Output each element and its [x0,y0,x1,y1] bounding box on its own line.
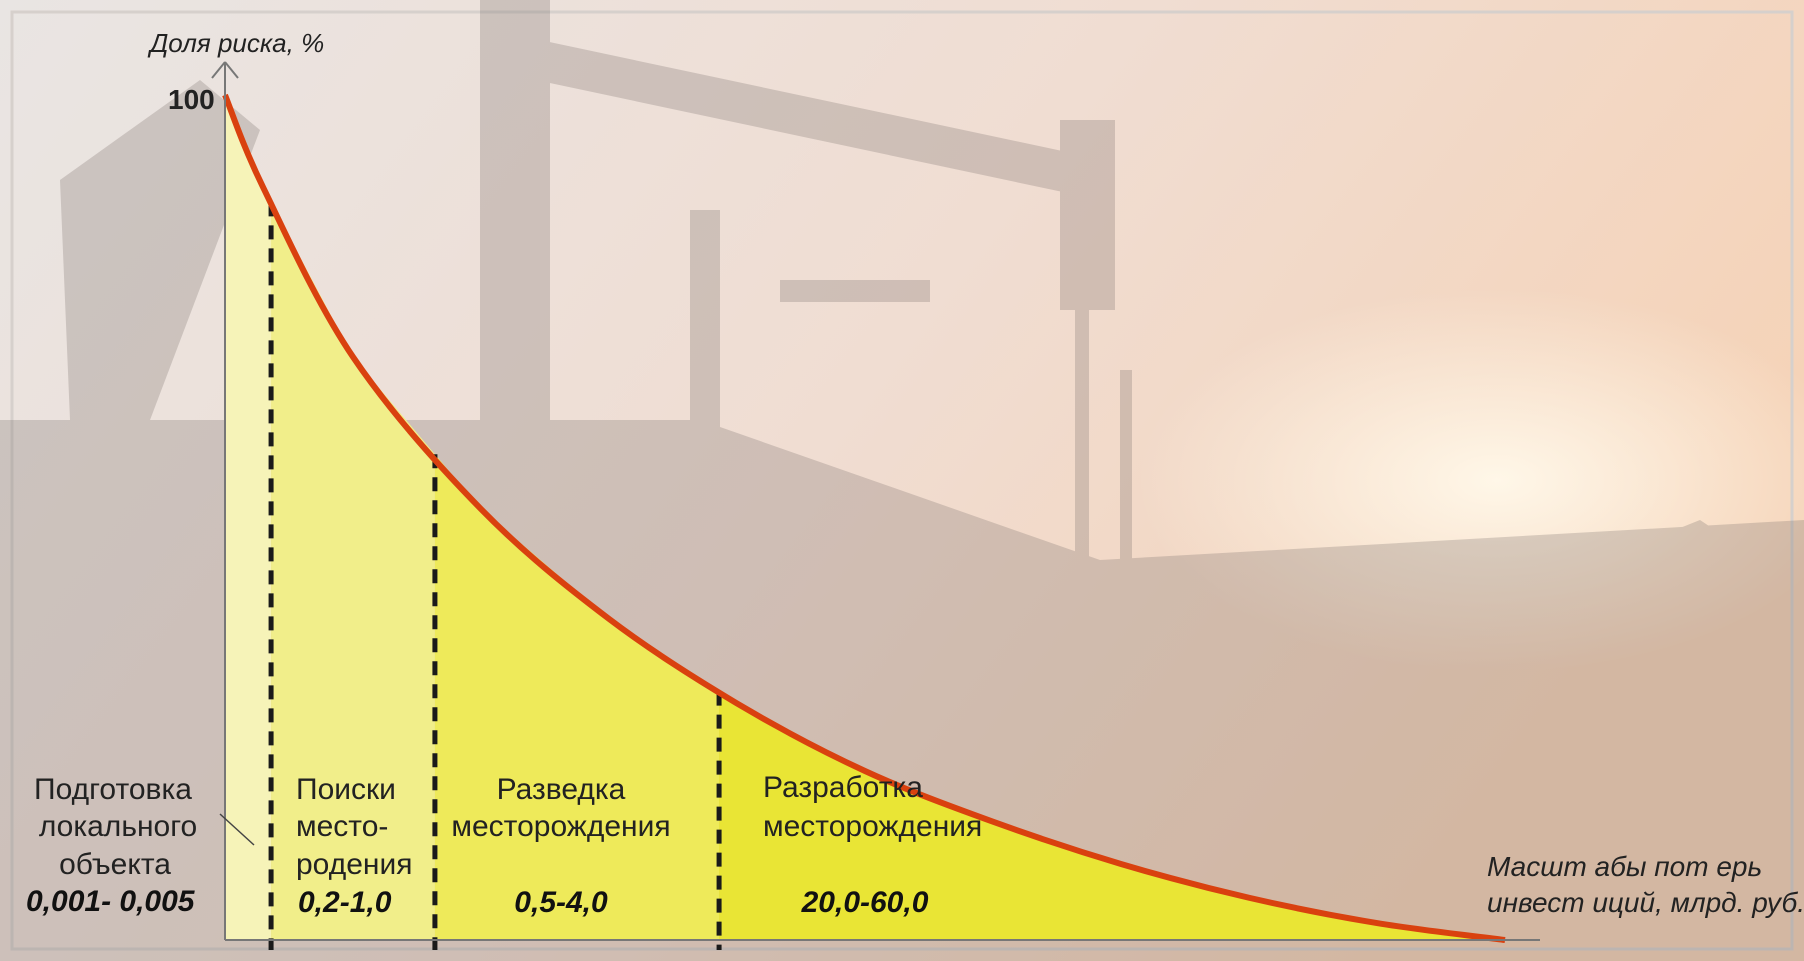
stage-4-label-line1: Разработка [763,771,923,804]
stage-2-label-line3: родения [296,848,412,881]
x-axis-title-line1: Масшт абы пот ерь [1487,851,1762,882]
first-stage-leader [219,813,255,846]
stage-1-label-line3: объекта [59,848,171,881]
stage-3-label-line2: месторождения [451,810,670,843]
stage-2-label-line1: Поиски [296,773,396,806]
y-axis-arrow-right [224,61,239,79]
y-axis-arrow-left [211,61,226,79]
stage-3-range: 0,5-4,0 [514,886,608,919]
stage-3-label-line1: Разведка [497,773,626,806]
stage-4-range: 20,0-60,0 [801,886,929,919]
stage-regions [225,95,1505,940]
y-tick-100: 100 [168,84,215,115]
stage-dividers [268,202,722,950]
stage-region-1 [225,95,272,940]
stage-1-range: 0,001- 0,005 [26,885,196,918]
stage-4-label-line2: месторождения [763,810,982,843]
stage-2-label-line2: место- [296,810,388,843]
x-axis-title-line2: инвест иций, млрд. руб. [1487,887,1804,918]
stage-region-3 [434,454,720,940]
stage-1-label-line1: Подготовка [34,773,192,806]
stage-1-label-line2: локального [39,810,197,843]
y-axis-title: Доля риска, % [147,28,324,58]
stage-region-2 [271,202,435,940]
stage-region-4 [719,691,1505,940]
stage-2-range: 0,2-1,0 [298,886,392,919]
risk-curve [222,93,1506,943]
